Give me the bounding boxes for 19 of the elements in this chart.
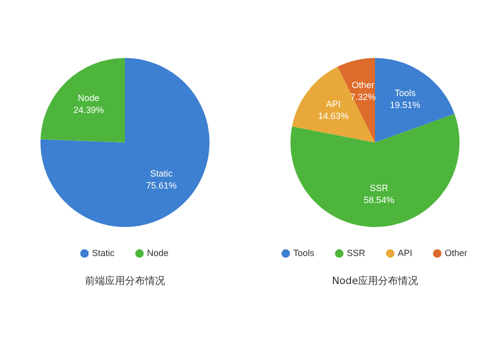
legend-label: Tools <box>293 248 315 258</box>
legend-label: Node <box>146 248 169 258</box>
slice-label: Other <box>352 80 374 90</box>
text: Node应用分布情况 <box>330 274 420 288</box>
data-label: 19.51% <box>390 100 420 110</box>
legend-label: SSR <box>346 248 366 258</box>
legend-label: API <box>398 248 412 258</box>
slice-label: API <box>326 99 341 110</box>
data-label: 24.39% <box>73 105 104 116</box>
data-label: 75.61% <box>146 180 177 191</box>
slice-label: SSR <box>370 183 389 194</box>
data-label: 58.54% <box>364 195 394 206</box>
slice-label: Node <box>78 93 100 104</box>
legend-label: Other <box>444 248 468 258</box>
data-label: 14.63% <box>318 111 349 122</box>
text: 前端应用分布情况 <box>84 274 166 288</box>
slice-label: Tools <box>394 88 416 98</box>
legend-label: Static <box>92 248 115 258</box>
slice-label: Static <box>150 168 174 179</box>
